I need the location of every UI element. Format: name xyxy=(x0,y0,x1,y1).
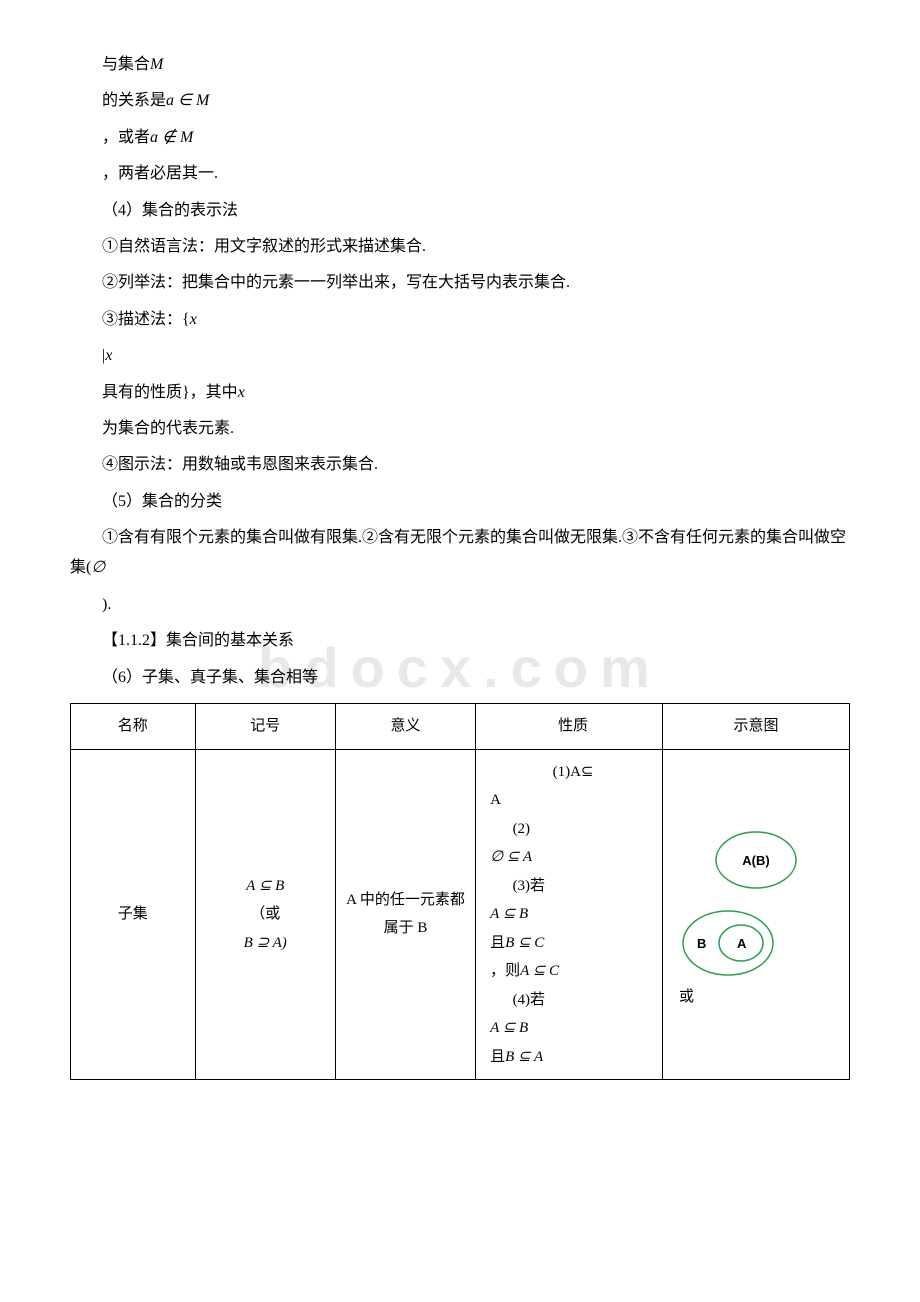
prop-line: A ⊆ B xyxy=(490,1014,656,1043)
paragraph: 为集合的代表元素. xyxy=(70,414,850,444)
venn-label: A(B) xyxy=(742,853,769,868)
paragraph: ，两者必居其一. xyxy=(70,159,850,189)
table-header-row: 名称 记号 意义 性质 示意图 xyxy=(71,704,850,750)
symbol-line: B ⊇ A) xyxy=(202,929,329,958)
cell-meaning: A 中的任一元素都属于 B xyxy=(335,749,475,1080)
prop-line: (4)若 xyxy=(490,986,656,1015)
table-row: 子集 A ⊆ B （或 B ⊇ A) A 中的任一元素都属于 B (1)A⊆ A… xyxy=(71,749,850,1080)
paragraph: 的关系是a ∈ M xyxy=(70,86,850,116)
paragraph: 与集合M xyxy=(70,50,850,80)
prop-line: 且B ⊆ C xyxy=(490,929,656,958)
text: ①含有有限个元素的集合叫做有限集.②含有无限个元素的集合叫做无限集.③不含有任何… xyxy=(70,529,846,576)
text: A xyxy=(490,792,501,808)
paragraph: （6）子集、真子集、集合相等 xyxy=(70,663,850,693)
prop-line: (3)若 xyxy=(490,872,656,901)
math-expr: B ⊆ C xyxy=(505,935,544,951)
text: ，或者 xyxy=(102,129,150,146)
text: (1)A⊆ xyxy=(553,764,594,780)
venn-subset-icon: B A xyxy=(673,903,783,983)
math-expr: A ⊆ B xyxy=(490,1020,528,1036)
text: ③描述法：{ xyxy=(102,311,190,328)
cell-name: 子集 xyxy=(71,749,196,1080)
cell-symbol: A ⊆ B （或 B ⊇ A) xyxy=(195,749,335,1080)
header-symbol: 记号 xyxy=(195,704,335,750)
math-var: x xyxy=(238,384,245,401)
prop-line: A xyxy=(490,786,656,815)
math-expr: B ⊆ A xyxy=(505,1049,543,1065)
paragraph: ①含有有限个元素的集合叫做有限集.②含有无限个元素的集合叫做无限集.③不含有任何… xyxy=(70,523,850,584)
text: (2) xyxy=(513,821,531,837)
symbol-line: A ⊆ B xyxy=(202,872,329,901)
paragraph: |x xyxy=(70,341,850,371)
prop-line: 且B ⊆ A xyxy=(490,1043,656,1072)
or-text: 或 xyxy=(679,983,694,1012)
subset-table: 名称 记号 意义 性质 示意图 子集 A ⊆ B （或 B ⊇ A) A 中的任… xyxy=(70,703,850,1080)
header-meaning: 意义 xyxy=(335,704,475,750)
header-name: 名称 xyxy=(71,704,196,750)
section-heading: 【1.1.2】集合间的基本关系 xyxy=(70,626,850,656)
math-expr: A ⊆ B xyxy=(490,906,528,922)
paragraph: ④图示法：用数轴或韦恩图来表示集合. xyxy=(70,450,850,480)
math-expr: a ∉ M xyxy=(150,129,193,146)
math-empty-set: ∅ xyxy=(91,559,105,576)
text: 与集合 xyxy=(102,56,150,73)
paragraph: ). xyxy=(70,590,850,620)
text: 且 xyxy=(490,935,505,951)
prop-line: ∅ ⊆ A xyxy=(490,843,656,872)
paragraph: ②列举法：把集合中的元素一一列举出来，写在大括号内表示集合. xyxy=(70,268,850,298)
paragraph: （4）集合的表示法 xyxy=(70,196,850,226)
cell-property: (1)A⊆ A (2) ∅ ⊆ A (3)若 A ⊆ B 且B ⊆ C ，则A … xyxy=(476,749,663,1080)
math-expr: A ⊆ C xyxy=(520,963,559,979)
header-diagram: 示意图 xyxy=(663,704,850,750)
math-var: x xyxy=(190,311,197,328)
prop-line: (2) xyxy=(490,815,656,844)
math-var: M xyxy=(150,56,163,73)
paragraph: ，或者a ∉ M xyxy=(70,123,850,153)
math-var: x xyxy=(105,347,112,364)
text: 的关系是 xyxy=(102,92,166,109)
document-content: 与集合M 的关系是a ∈ M ，或者a ∉ M ，两者必居其一. （4）集合的表… xyxy=(70,50,850,1080)
symbol-line: （或 xyxy=(202,900,329,929)
prop-line: ，则A ⊆ C xyxy=(490,957,656,986)
paragraph: ①自然语言法：用文字叙述的形式来描述集合. xyxy=(70,232,850,262)
cell-diagram: A(B) B A 或 xyxy=(663,749,850,1080)
text: 具有的性质}，其中 xyxy=(102,384,238,401)
text: (3)若 xyxy=(513,878,546,894)
text: (4)若 xyxy=(513,992,546,1008)
prop-line: (1)A⊆ xyxy=(490,758,656,787)
text: 且 xyxy=(490,1049,505,1065)
venn-label-b: B xyxy=(697,936,706,951)
header-property: 性质 xyxy=(476,704,663,750)
text: ，则 xyxy=(490,963,520,979)
venn-label-a: A xyxy=(737,936,747,951)
math-expr: a ∈ M xyxy=(166,92,209,109)
paragraph: （5）集合的分类 xyxy=(70,487,850,517)
paragraph: 具有的性质}，其中x xyxy=(70,378,850,408)
math-expr: ∅ ⊆ A xyxy=(490,849,532,865)
venn-equal-icon: A(B) xyxy=(701,825,811,895)
prop-line: A ⊆ B xyxy=(490,900,656,929)
paragraph: ③描述法：{x xyxy=(70,305,850,335)
